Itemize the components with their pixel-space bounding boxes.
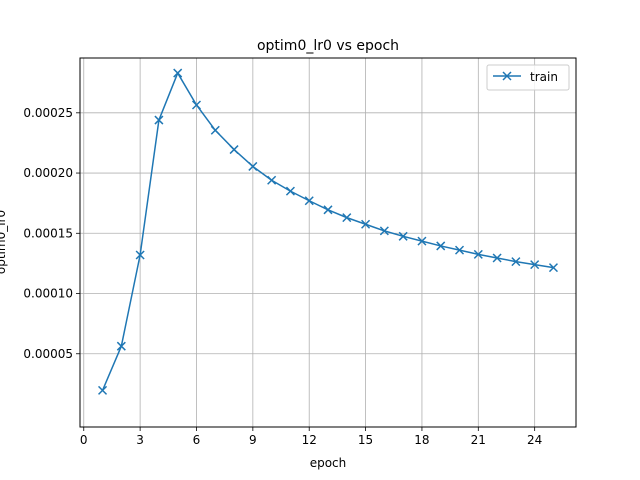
x-tick-label: 18 bbox=[414, 433, 429, 447]
legend-marker bbox=[502, 71, 512, 81]
data-point bbox=[98, 385, 108, 395]
chart-title: optim0_lr0 vs epoch bbox=[257, 38, 399, 54]
series-layer bbox=[98, 68, 558, 395]
x-axis-label: epoch bbox=[310, 456, 347, 470]
x-tick-label: 6 bbox=[193, 433, 201, 447]
data-point bbox=[398, 231, 408, 241]
y-tick-label: 0.00015 bbox=[23, 226, 73, 240]
data-point bbox=[267, 175, 277, 185]
data-point bbox=[417, 236, 427, 246]
data-point bbox=[116, 341, 126, 351]
x-tick-label: 15 bbox=[358, 433, 373, 447]
x-tick-label: 21 bbox=[471, 433, 486, 447]
legend: train bbox=[486, 64, 570, 91]
data-point bbox=[511, 257, 521, 267]
y-axis-label: optim0_lr0 bbox=[0, 210, 8, 274]
data-point bbox=[342, 213, 352, 223]
data-point bbox=[323, 205, 333, 215]
data-point bbox=[379, 226, 389, 236]
data-point bbox=[191, 100, 202, 110]
data-point bbox=[173, 68, 183, 78]
x-tick-label: 0 bbox=[80, 433, 88, 447]
data-point bbox=[135, 250, 145, 260]
data-point bbox=[304, 196, 314, 206]
legend-entry-train: train bbox=[530, 70, 558, 84]
legend-box bbox=[486, 64, 570, 91]
data-point bbox=[492, 253, 502, 263]
y-tick-label: 0.00020 bbox=[23, 166, 73, 180]
data-point bbox=[548, 263, 558, 273]
data-point bbox=[248, 161, 258, 171]
series-line-train bbox=[101, 72, 554, 391]
y-tick-label: 0.00025 bbox=[23, 106, 73, 120]
data-point bbox=[210, 125, 220, 135]
data-point bbox=[454, 245, 465, 255]
grid bbox=[80, 58, 576, 427]
data-point bbox=[154, 115, 164, 125]
y-axis: 0.00005 0.00010 0.00015 0.00020 0.00025 bbox=[23, 106, 80, 361]
y-tick-label: 0.00010 bbox=[23, 287, 73, 301]
data-point bbox=[229, 145, 239, 155]
data-point bbox=[530, 260, 540, 270]
x-tick-label: 9 bbox=[249, 433, 257, 447]
x-tick-label: 24 bbox=[527, 433, 542, 447]
y-tick-label: 0.00005 bbox=[23, 347, 73, 361]
plot-area bbox=[79, 57, 577, 428]
data-point bbox=[285, 186, 295, 196]
data-point bbox=[473, 249, 483, 259]
data-point bbox=[361, 219, 371, 229]
x-tick-label: 12 bbox=[302, 433, 317, 447]
x-tick-label: 3 bbox=[136, 433, 144, 447]
data-point bbox=[436, 241, 446, 251]
x-axis: 0 3 6 9 12 15 18 21 24 bbox=[80, 427, 542, 447]
